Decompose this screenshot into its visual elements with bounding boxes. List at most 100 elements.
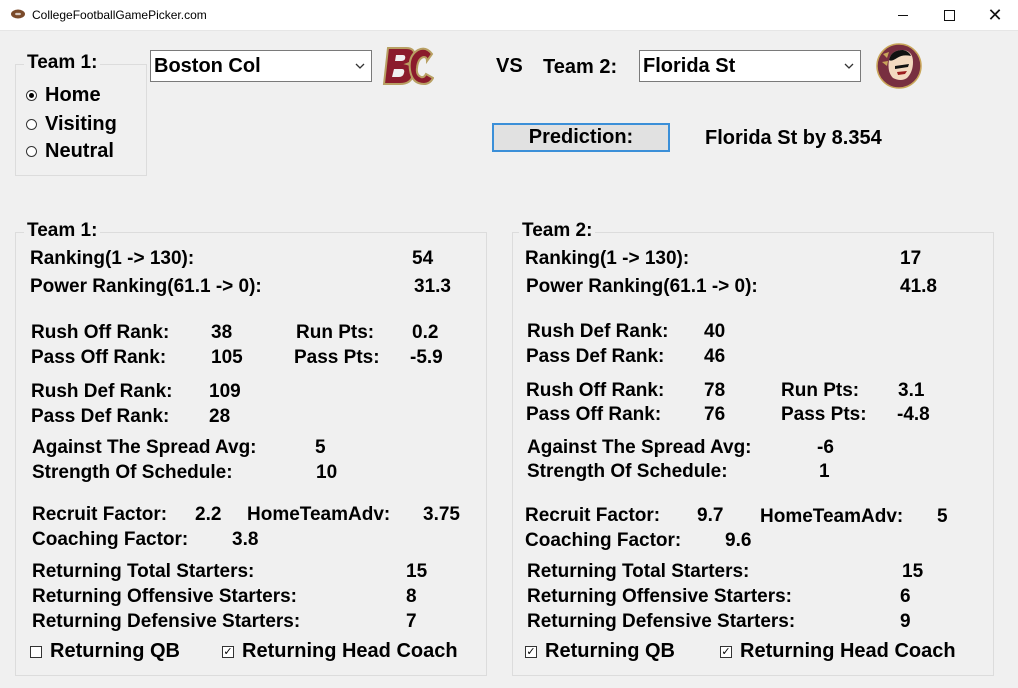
team2-ret-total-label: Returning Total Starters: [527, 561, 750, 582]
radio-home-indicator[interactable] [26, 90, 37, 101]
team1-ret-total-value: 15 [406, 561, 428, 582]
team2-ret-off-value: 6 [900, 586, 911, 607]
team1-home-adv-label: HomeTeamAdv: [247, 504, 391, 525]
team2-power-label: Power Ranking(61.1 -> 0): [526, 276, 758, 297]
prediction-button[interactable]: Prediction: [492, 123, 670, 152]
team2-run-pts-value: 3.1 [898, 380, 925, 401]
title-bar: CollegeFootballGamePicker.com ✕ [0, 0, 1018, 31]
team1-power-label: Power Ranking(61.1 -> 0): [30, 276, 262, 297]
team2-sos-value: 1 [819, 461, 830, 482]
team2-stats-group [512, 232, 994, 676]
team2-returning-coach-checkbox[interactable]: ✓ Returning Head Coach [720, 640, 956, 663]
team1-pass-pts-value: -5.9 [410, 347, 443, 368]
chevron-down-icon[interactable] [353, 51, 367, 81]
team2-returning-qb-checkbox[interactable]: ✓ Returning QB [525, 640, 675, 663]
team2-pass-off-label: Pass Off Rank: [526, 404, 662, 425]
team1-recruit-value: 2.2 [195, 504, 222, 525]
maximize-button[interactable] [926, 0, 972, 31]
radio-neutral-indicator[interactable] [26, 146, 37, 157]
team2-pass-def-value: 46 [704, 346, 726, 367]
team1-coaching-label: Coaching Factor: [32, 529, 189, 550]
radio-home-label: Home [45, 84, 101, 106]
team2-group-label: Team 2: [519, 220, 596, 242]
minimize-button[interactable] [880, 0, 926, 31]
team1-home-adv-value: 3.75 [423, 504, 460, 525]
team2-ret-def-label: Returning Defensive Starters: [527, 611, 796, 632]
team1-pass-off-label: Pass Off Rank: [31, 347, 167, 368]
team2-rush-def-label: Rush Def Rank: [527, 321, 669, 342]
team1-power-value: 31.3 [414, 276, 451, 297]
radio-visiting[interactable]: Visiting [26, 113, 117, 136]
team1-recruit-label: Recruit Factor: [32, 504, 168, 525]
radio-neutral[interactable]: Neutral [26, 140, 114, 163]
football-icon [11, 9, 25, 19]
team2-power-value: 41.8 [900, 276, 937, 297]
radio-home[interactable]: Home [26, 84, 101, 107]
team2-ret-off-label: Returning Offensive Starters: [527, 586, 792, 607]
team1-rush-off-label: Rush Off Rank: [31, 322, 170, 343]
chevron-down-icon[interactable] [842, 51, 856, 81]
team1-returning-coach-checkbox[interactable]: ✓ Returning Head Coach [222, 640, 458, 663]
radio-neutral-label: Neutral [45, 140, 114, 162]
team1-rush-def-value: 109 [209, 381, 241, 402]
team2-rush-def-value: 40 [704, 321, 726, 342]
team1-pass-pts-label: Pass Pts: [294, 347, 380, 368]
radio-visiting-indicator[interactable] [26, 119, 37, 130]
team2-returning-coach-label: Returning Head Coach [740, 640, 956, 662]
team1-stats-group [15, 232, 487, 676]
team2-label: Team 2: [543, 56, 618, 78]
team1-ranking-value: 54 [412, 248, 434, 269]
team2-sos-label: Strength Of Schedule: [527, 461, 728, 482]
team1-ats-label: Against The Spread Avg: [32, 437, 257, 458]
team2-ats-value: -6 [817, 437, 834, 458]
team2-home-adv-label: HomeTeamAdv: [760, 506, 904, 527]
team2-home-adv-value: 5 [937, 506, 948, 527]
team2-pass-off-value: 76 [704, 404, 726, 425]
team1-sos-label: Strength Of Schedule: [32, 462, 233, 483]
team2-ranking-label: Ranking(1 -> 130): [525, 248, 690, 269]
close-button[interactable]: ✕ [987, 5, 1003, 25]
team2-coaching-label: Coaching Factor: [525, 530, 682, 551]
team1-returning-coach-box[interactable]: ✓ [222, 645, 234, 658]
team2-returning-coach-box[interactable]: ✓ [720, 645, 732, 658]
team1-location-caption: Team 1: [24, 52, 101, 74]
team1-ret-off-label: Returning Offensive Starters: [32, 586, 297, 607]
team2-ranking-value: 17 [900, 248, 922, 269]
team1-returning-qb-checkbox[interactable]: Returning QB [30, 640, 180, 663]
team2-coaching-value: 9.6 [725, 530, 752, 551]
team2-recruit-label: Recruit Factor: [525, 505, 661, 526]
team1-ret-def-label: Returning Defensive Starters: [32, 611, 301, 632]
team1-ret-total-label: Returning Total Starters: [32, 561, 255, 582]
boston-college-logo-icon [382, 47, 434, 86]
team1-ats-value: 5 [315, 437, 326, 458]
team2-pass-pts-value: -4.8 [897, 404, 930, 425]
team2-rush-off-label: Rush Off Rank: [526, 380, 665, 401]
team2-select-value: Florida St [643, 55, 736, 77]
team1-rush-off-value: 38 [211, 322, 233, 343]
team1-select[interactable]: Boston Col [150, 50, 372, 82]
team1-run-pts-label: Run Pts: [296, 322, 375, 343]
team1-pass-def-label: Pass Def Rank: [31, 406, 170, 427]
team1-select-value: Boston Col [154, 55, 261, 77]
team2-select[interactable]: Florida St [639, 50, 861, 82]
team1-rush-def-label: Rush Def Rank: [31, 381, 173, 402]
team1-pass-def-value: 28 [209, 406, 231, 427]
team2-ats-label: Against The Spread Avg: [527, 437, 752, 458]
team2-returning-qb-label: Returning QB [545, 640, 675, 662]
team1-returning-qb-label: Returning QB [50, 640, 180, 662]
team1-pass-off-value: 105 [211, 347, 243, 368]
team1-group-label: Team 1: [24, 220, 101, 242]
team2-run-pts-label: Run Pts: [781, 380, 860, 401]
team2-pass-pts-label: Pass Pts: [781, 404, 867, 425]
prediction-result: Florida St by 8.354 [705, 127, 882, 149]
team1-run-pts-value: 0.2 [412, 322, 439, 343]
vs-label: VS [496, 55, 523, 77]
team2-ret-total-value: 15 [902, 561, 924, 582]
team1-returning-qb-box[interactable] [30, 645, 42, 658]
team2-returning-qb-box[interactable]: ✓ [525, 645, 537, 658]
radio-visiting-label: Visiting [45, 113, 117, 135]
florida-state-logo-icon [876, 43, 922, 89]
team1-ret-off-value: 8 [406, 586, 417, 607]
team1-ret-def-value: 7 [406, 611, 417, 632]
team2-recruit-value: 9.7 [697, 505, 724, 526]
